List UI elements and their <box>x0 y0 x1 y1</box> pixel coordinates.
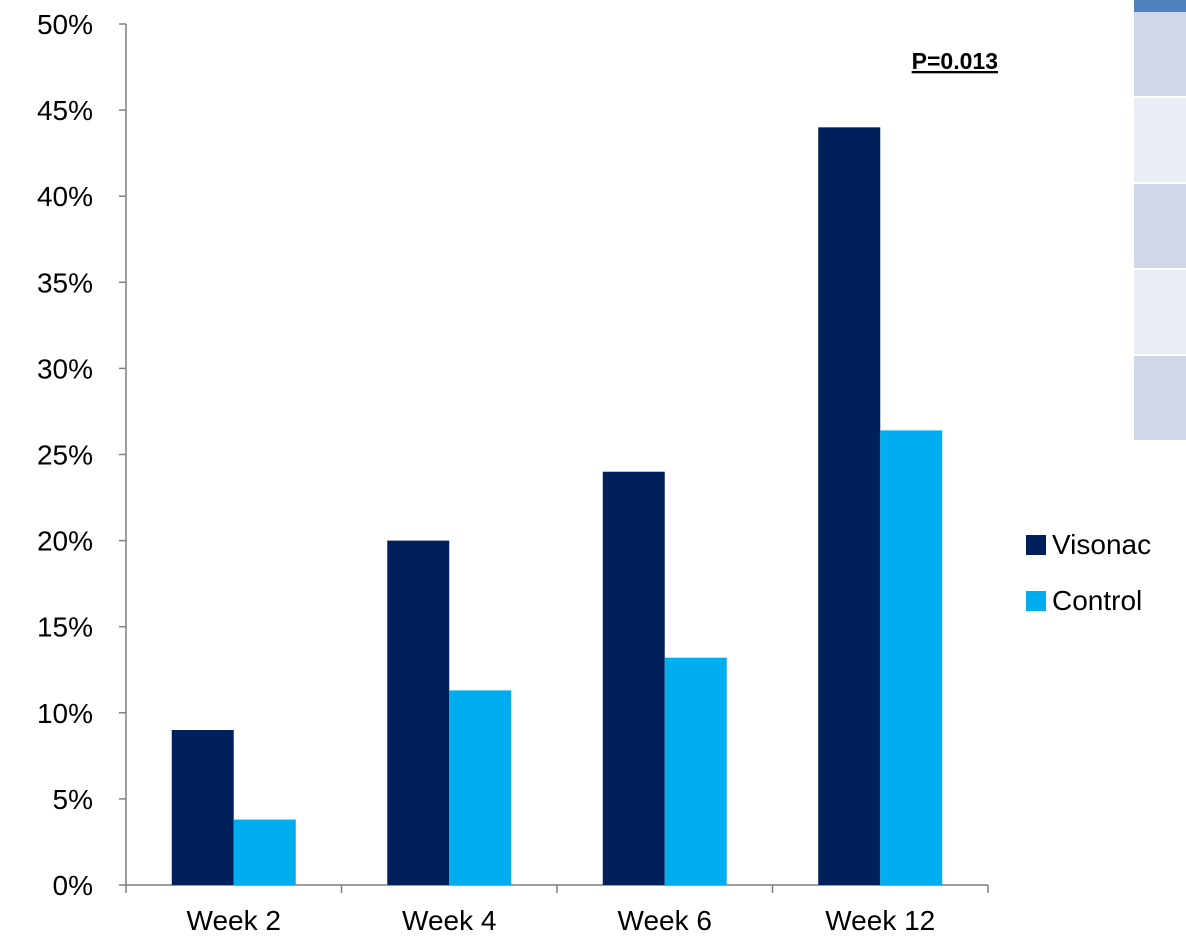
background-table-fragment <box>1134 0 1186 440</box>
y-tick-label: 25% <box>37 440 93 471</box>
legend: Visonac Control <box>1026 529 1151 616</box>
y-tick-label: 45% <box>37 95 93 126</box>
y-tick-label: 0% <box>53 870 93 901</box>
x-tick-labels: Week 2 Week 4 Week 6 Week 12 <box>187 905 936 936</box>
bar-visonac-week-4 <box>387 540 450 885</box>
table-row-cell <box>1134 98 1186 182</box>
y-tick-labels: 0% 5% 10% 15% 20% 25% 30% 35% 40% 45% 50% <box>37 9 93 901</box>
y-tick-label: 20% <box>37 526 93 557</box>
x-tick-label: Week 4 <box>402 905 496 936</box>
legend-swatch-visonac <box>1026 535 1046 555</box>
legend-label-visonac: Visonac <box>1052 529 1151 560</box>
bar-control-week-2 <box>233 819 296 885</box>
bar-visonac-week-2 <box>171 730 234 885</box>
y-tick-label: 5% <box>53 784 93 815</box>
table-row-cell <box>1134 12 1186 96</box>
y-tick-label: 15% <box>37 612 93 643</box>
y-tick-label: 50% <box>37 9 93 40</box>
table-row-cell <box>1134 270 1186 354</box>
table-row-cell <box>1134 356 1186 440</box>
y-tick-label: 10% <box>37 698 93 729</box>
y-tick-label: 40% <box>37 181 93 212</box>
bar-marks <box>171 127 943 885</box>
legend-swatch-control <box>1026 591 1046 611</box>
table-row-cell <box>1134 184 1186 268</box>
y-tick-label: 30% <box>37 353 93 384</box>
x-tick-label: Week 2 <box>187 905 281 936</box>
p-value-annotation: P=0.013 <box>912 48 998 74</box>
x-tick-label: Week 12 <box>825 905 935 936</box>
table-header-cell <box>1134 0 1186 12</box>
bar-visonac-week-6 <box>602 471 665 885</box>
legend-label-control: Control <box>1052 585 1142 616</box>
y-tick-label: 35% <box>37 267 93 298</box>
bar-visonac-week-12 <box>818 127 881 885</box>
bar-control-week-12 <box>880 430 943 885</box>
x-tick-label: Week 6 <box>618 905 712 936</box>
bar-control-week-4 <box>449 690 512 885</box>
bar-control-week-6 <box>664 657 727 885</box>
